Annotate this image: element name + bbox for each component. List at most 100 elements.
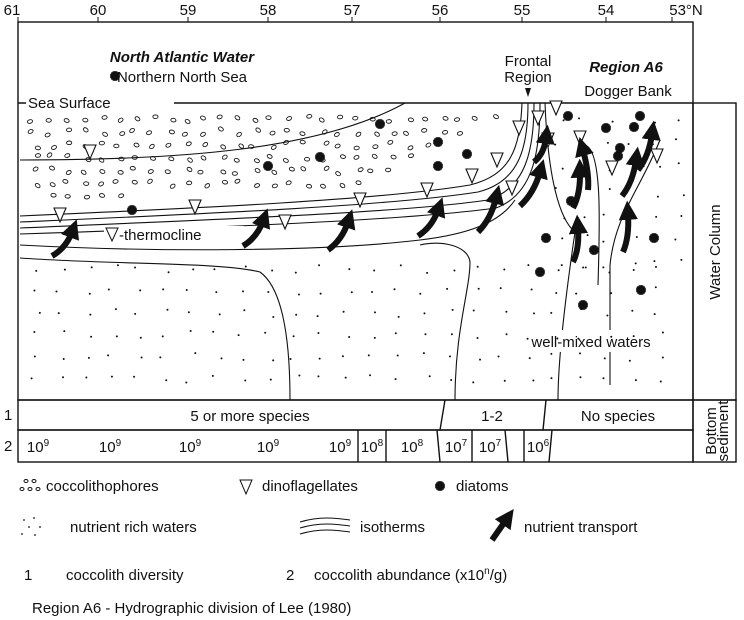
coccolith <box>129 128 135 134</box>
dinoflagellate <box>513 121 525 135</box>
coccolith <box>35 153 41 157</box>
abundance-base: 10 <box>179 439 196 456</box>
coccolith <box>222 180 228 185</box>
coccolith <box>392 132 398 136</box>
coccolith <box>32 166 38 172</box>
coccolith <box>236 132 242 138</box>
coccolith <box>493 114 499 119</box>
diatom <box>636 285 646 295</box>
nutrient-dot <box>587 234 589 236</box>
abundance-exp: 9 <box>196 438 202 449</box>
coccolith <box>266 116 271 120</box>
nutrient-dot <box>39 312 41 314</box>
legend-arrow-symbol <box>492 520 506 540</box>
nutrient-dot <box>423 352 425 354</box>
coccolith <box>187 157 193 163</box>
coccolith <box>51 193 56 197</box>
coccolith <box>186 181 192 185</box>
diatom <box>375 119 385 129</box>
nutrient-dot <box>653 260 655 262</box>
abundance-exp: 9 <box>346 438 352 449</box>
nutrient-dot <box>290 358 292 360</box>
nutrient-dot <box>527 338 529 340</box>
legend-coccolith-symbol <box>20 480 40 491</box>
coccolith <box>355 131 361 137</box>
nutrient-dot <box>683 194 685 196</box>
nutrient-dot <box>533 312 535 314</box>
coccolith <box>300 166 306 172</box>
diatom <box>462 149 472 159</box>
row-number: 1 <box>4 407 12 424</box>
nutrient-dot <box>115 308 117 310</box>
nutrient-dot <box>298 294 300 296</box>
nutrient-dot <box>141 356 143 358</box>
diatom <box>589 245 599 255</box>
nutrient-dot <box>562 168 564 170</box>
nutrient-dot <box>219 313 221 315</box>
abundance-exp: 7 <box>462 438 468 449</box>
nutrient-dot <box>242 290 244 292</box>
nutrient-dot <box>117 264 119 266</box>
nutrient-dot <box>245 265 247 267</box>
abundance-cell: 108 <box>361 438 384 456</box>
coccolith <box>340 154 346 159</box>
coccolith <box>323 140 329 146</box>
nutrient-dot <box>317 315 319 317</box>
diatom <box>435 481 445 491</box>
nutrient-dot <box>33 289 35 291</box>
nutrient-dot <box>561 264 563 266</box>
nutrient-dot <box>473 309 475 311</box>
diatom <box>578 300 588 310</box>
nutrient-dot <box>451 333 453 335</box>
coccolith <box>373 144 379 148</box>
coccolith <box>45 132 51 137</box>
nutrient-dot <box>654 313 656 315</box>
nutrient-dot <box>556 337 558 339</box>
coccolith <box>83 182 88 186</box>
nutrient-dot <box>657 196 659 198</box>
diatom <box>535 267 545 277</box>
coccolith <box>248 144 254 148</box>
dinoflagellate <box>550 101 562 115</box>
nutrient-dot <box>88 357 90 359</box>
coccolith <box>119 131 125 136</box>
nutrient-dot <box>58 312 60 314</box>
abundance-exp: 9 <box>44 438 50 449</box>
nutrient-dot <box>606 315 608 317</box>
nutrient-dot <box>602 266 604 268</box>
nutrient-dot <box>563 119 565 121</box>
nutrient-arrow <box>534 138 546 162</box>
coccolith <box>352 116 358 120</box>
coccolith <box>335 143 341 148</box>
coccolith <box>134 116 140 122</box>
nutrient-dot <box>212 331 214 333</box>
nutrient-dot <box>602 241 604 243</box>
coccolith <box>271 169 277 175</box>
diatom <box>649 233 659 243</box>
coccolith <box>186 167 192 173</box>
nutrient-dot <box>244 379 246 381</box>
abundance-exp: 9 <box>274 438 280 449</box>
nutrient-dot <box>394 288 396 290</box>
legend-label: coccolithophores <box>46 478 159 495</box>
latitude-label: 54 <box>598 2 615 19</box>
coccolith <box>300 140 306 144</box>
coccolith <box>299 131 305 136</box>
nutrient-dot <box>604 357 606 359</box>
coccolith <box>222 154 228 160</box>
nutrient-dot <box>267 291 269 293</box>
coccolith <box>443 116 449 121</box>
coccolith <box>46 118 51 122</box>
nutrient-dot <box>272 316 274 318</box>
coccolith <box>66 128 71 132</box>
legend-label: 1 <box>24 567 32 584</box>
nutrient-dot <box>424 333 426 335</box>
coccolith <box>148 169 154 174</box>
nutrient-dot <box>550 312 552 314</box>
coccolith <box>354 146 360 150</box>
nutrient-dot <box>674 238 676 240</box>
nutrient-arrow <box>52 232 72 256</box>
diatom <box>263 161 273 171</box>
coccolith <box>200 131 206 137</box>
diatom <box>629 122 639 132</box>
